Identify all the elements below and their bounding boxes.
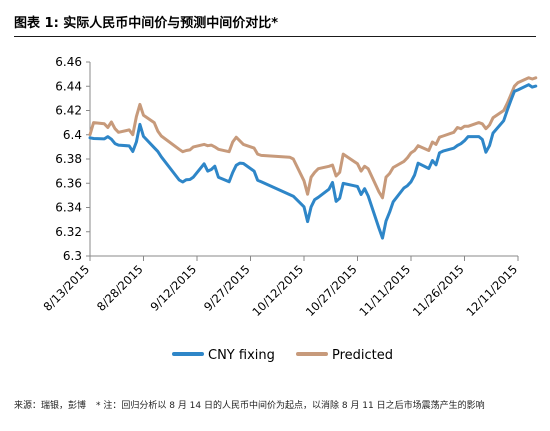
title-divider xyxy=(14,36,536,37)
series-line-predicted xyxy=(88,76,538,200)
x-tick-label: 8/13/2015 xyxy=(41,262,93,314)
y-tick-label: 6.3 xyxy=(63,249,82,263)
x-tick-label: 8/28/2015 xyxy=(94,262,146,314)
y-tick-label: 6.34 xyxy=(55,201,82,215)
x-tick-label: 11/11/2015 xyxy=(356,262,413,319)
x-axis: 8/13/2015 8/28/2015 9/12/2015 9/27/201510/1… xyxy=(41,255,520,319)
x-tick-label: 11/26/2015 xyxy=(410,262,467,319)
y-tick-label: 6.38 xyxy=(55,152,82,166)
footnote: 来源：瑞银，彭博 * 注：回归分析以 8 月 14 日的人民币中间价为起点，以消除… xyxy=(14,400,542,413)
series-line-cny-fixing xyxy=(88,83,538,240)
y-axis: 6.3 6.32 6.34 6.36 6.38 6.4 6.42 6.44 6.46 xyxy=(55,55,91,263)
y-tick-label: 6.44 xyxy=(55,79,82,93)
line-chart: 6.3 6.32 6.34 6.36 6.38 6.4 6.42 6.44 6.46 8/13/… xyxy=(41,55,538,363)
series-layer xyxy=(88,76,538,240)
x-tick-label: 10/12/2015 xyxy=(249,262,306,319)
x-tick-label: 9/27/2015 xyxy=(201,262,253,314)
y-tick-label: 6.42 xyxy=(55,104,82,118)
legend-label: Predicted xyxy=(332,348,393,363)
source-note: 来源：瑞银，彭博 xyxy=(14,401,87,411)
y-tick-label: 6.32 xyxy=(55,225,82,239)
chart-title: 图表 1: 实际人民币中间价与预测中间价对比* xyxy=(14,16,279,31)
x-tick-label: 10/27/2015 xyxy=(303,262,360,319)
regression-note: * 注：回归分析以 8 月 14 日的人民币中间价为起点，以消除 8 月 11 … xyxy=(96,401,485,411)
y-tick-label: 6.36 xyxy=(55,176,82,190)
y-tick-label: 6.4 xyxy=(63,128,82,142)
x-tick-label: 9/12/2015 xyxy=(148,262,200,314)
y-tick-label: 6.46 xyxy=(55,55,82,69)
legend: CNY fixing Predicted xyxy=(172,348,393,363)
x-tick-label: 12/11/2015 xyxy=(463,262,520,319)
legend-label: CNY fixing xyxy=(208,348,275,363)
